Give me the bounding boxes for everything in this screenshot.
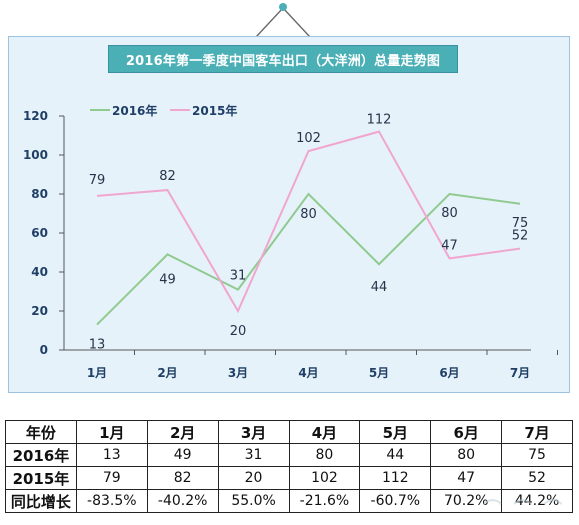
- data-label: 47: [441, 238, 458, 253]
- table-cell: 47: [430, 466, 503, 490]
- data-label: 79: [89, 173, 106, 188]
- table-cell: 75: [501, 443, 573, 467]
- y-tick-label: 120: [23, 109, 48, 123]
- table-cell: -21.6%: [288, 489, 361, 513]
- data-label: 44: [371, 280, 388, 295]
- data-label: 82: [159, 169, 176, 184]
- series-line-2015: [96, 130, 521, 314]
- table-cell: 55.0%: [217, 489, 290, 513]
- table-row: 2015年 79 82 20 102 112 47 52: [5, 466, 573, 490]
- data-table: 年份 1月 2月 3月 4月 5月 6月 7月 2016年 13 49 31 80 44 80 75 2015…: [5, 420, 573, 513]
- table-cell: 112: [359, 466, 432, 490]
- data-label: 49: [159, 272, 176, 287]
- data-label: 31: [230, 269, 247, 284]
- table-cell: 70.2%: [430, 489, 503, 513]
- table-row: 同比增长 -83.5% -40.2% 55.0% -21.6% -60.7% 70.2% 44…: [5, 489, 573, 513]
- table-cell: 13: [75, 443, 148, 467]
- chart-title: 2016年第一季度中国客车出口（大洋洲）总量走势图: [108, 45, 458, 73]
- table-header-row: 年份 1月 2月 3月 4月 5月 6月 7月: [5, 420, 573, 444]
- table-row: 2016年 13 49 31 80 44 80 75: [5, 443, 573, 467]
- table-cell: 52: [501, 466, 573, 490]
- x-tick-label: 1月: [87, 366, 107, 380]
- table-column-header: 2月: [146, 420, 219, 444]
- data-label: 112: [367, 113, 392, 128]
- legend-label: 2015年: [192, 103, 237, 118]
- y-tick-label: 40: [31, 265, 48, 279]
- table-cell: -40.2%: [146, 489, 219, 513]
- data-label: 13: [89, 338, 106, 353]
- line-chart: 0 20 40 60 80 100 120 1月 2月 3月 4月 5月 6月 7月 13 49 31 80 44 8…: [23, 103, 558, 380]
- x-tick-label: 2月: [157, 366, 177, 380]
- chart-panel: [8, 36, 570, 393]
- table-cell: 20: [217, 466, 290, 490]
- table-column-header: 6月: [430, 420, 503, 444]
- y-tick-label: 0: [40, 343, 48, 357]
- y-tick-label: 80: [31, 187, 48, 201]
- x-tick-label: 3月: [228, 366, 248, 380]
- table-cell: 49: [146, 443, 219, 467]
- data-label: 102: [296, 131, 321, 146]
- y-tick-label: 60: [31, 226, 48, 240]
- data-label: 80: [300, 207, 317, 222]
- table-cell: -60.7%: [359, 489, 432, 513]
- table-cell: 80: [288, 443, 361, 467]
- table-column-header: 3月: [217, 420, 290, 444]
- table-cell: 44: [359, 443, 432, 467]
- x-tick-label: 4月: [298, 366, 318, 380]
- table-cell: 31: [217, 443, 290, 467]
- y-tick-label: 20: [31, 304, 48, 318]
- table-row-header: 2015年: [5, 466, 77, 490]
- table-cell: 80: [430, 443, 503, 467]
- table-corner-header: 年份: [5, 420, 77, 444]
- legend-label: 2016年: [112, 103, 157, 118]
- table-cell: -83.5%: [75, 489, 148, 513]
- table-column-header: 5月: [359, 420, 432, 444]
- table-column-header: 1月: [75, 420, 148, 444]
- data-label: 52: [512, 229, 529, 244]
- x-tick-label: 5月: [369, 366, 389, 380]
- table-row-header: 同比增长: [5, 489, 77, 513]
- x-tick-label: 7月: [510, 366, 530, 380]
- table-cell: 44.2%: [501, 489, 573, 513]
- table-column-header: 7月: [501, 420, 573, 444]
- table-column-header: 4月: [288, 420, 361, 444]
- table-cell: 102: [288, 466, 361, 490]
- table-cell: 82: [146, 466, 219, 490]
- series-line-2016: [96, 192, 521, 326]
- table-cell: 79: [75, 466, 148, 490]
- y-tick-label: 100: [23, 148, 48, 162]
- data-label: 20: [230, 324, 247, 339]
- data-label: 75: [512, 216, 529, 231]
- x-tick-label: 6月: [439, 366, 459, 380]
- data-label: 80: [441, 206, 458, 221]
- table-row-header: 2016年: [5, 443, 77, 467]
